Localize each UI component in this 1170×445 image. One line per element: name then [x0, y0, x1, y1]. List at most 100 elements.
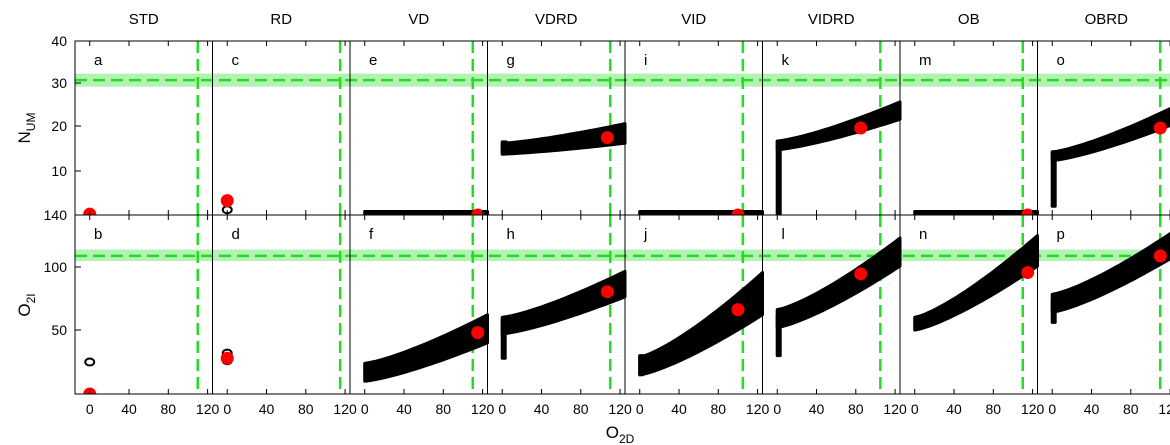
x-tick-label: 40: [671, 401, 687, 417]
panel-m: [913, 41, 1039, 215]
panel-row-frame: [74, 214, 1170, 395]
point-cloud: [1050, 106, 1170, 163]
x-tick-label: 0: [361, 401, 369, 417]
x-tick-label: 120: [746, 401, 770, 417]
best-estimate-marker: [471, 326, 485, 340]
x-tick-label: 120: [1021, 401, 1045, 417]
best-estimate-marker: [731, 303, 745, 317]
x-tick-label: 120: [471, 401, 495, 417]
x-tick-label: 120: [196, 401, 220, 417]
panel-d: [220, 215, 342, 394]
y-tick-label: 50: [51, 322, 67, 338]
best-estimate-marker: [854, 121, 868, 135]
point-cloud: [500, 269, 627, 336]
y-axis-label-o_2i: O2I: [15, 293, 38, 316]
best-estimate-marker: [1153, 249, 1167, 263]
x-tick-label: 120: [1158, 401, 1170, 417]
panel-e: [363, 41, 489, 215]
panel-letter-d: d: [232, 226, 240, 243]
best-estimate-marker: [731, 208, 745, 215]
panel-letter-a: a: [94, 52, 103, 69]
panel-letter-p: p: [1057, 226, 1065, 243]
best-estimate-marker: [1153, 121, 1167, 135]
y-tick-label: 100: [44, 259, 68, 275]
panel-letter-h: h: [507, 226, 515, 243]
panel-letter-k: k: [782, 52, 790, 69]
panel-i: [638, 41, 764, 215]
panel-letter-o: o: [1057, 52, 1065, 69]
point-cloud: [1050, 300, 1057, 324]
point-cloud: [775, 139, 782, 215]
point-cloud: [1050, 231, 1170, 314]
x-tick-label: 0: [223, 401, 231, 417]
panel-letter-b: b: [94, 226, 102, 243]
point-cloud: [363, 313, 489, 383]
panel-p: [1050, 215, 1170, 394]
x-tick-label: 0: [498, 401, 506, 417]
column-title-std: STD: [129, 11, 159, 28]
best-estimate-marker: [471, 208, 485, 215]
column-title-rd: RD: [270, 11, 292, 28]
panel-k: [775, 41, 902, 215]
point-cloud: [500, 140, 508, 156]
panel-letter-f: f: [369, 226, 374, 243]
x-tick-label: 0: [911, 401, 919, 417]
x-tick-label: 0: [636, 401, 644, 417]
panel-letter-g: g: [507, 52, 515, 69]
best-estimate-marker: [220, 351, 234, 365]
point-cloud: [363, 210, 489, 215]
panel-g: [500, 41, 627, 215]
x-tick-label: 40: [121, 401, 137, 417]
panel-letter-c: c: [232, 52, 240, 69]
point-cloud: [1050, 150, 1057, 208]
panel-letter-m: m: [919, 52, 932, 69]
y-tick-label: 40: [51, 33, 67, 49]
x-tick-label: 40: [809, 401, 825, 417]
x-tick-label: 80: [848, 401, 864, 417]
y-tick-label: 30: [51, 75, 67, 91]
panel-letter-e: e: [369, 52, 377, 69]
panel-l: [775, 215, 902, 394]
best-estimate-marker: [1021, 208, 1035, 215]
x-tick-label: 40: [946, 401, 962, 417]
panel-h: [500, 215, 627, 394]
best-estimate-marker: [854, 267, 868, 281]
x-tick-label: 120: [883, 401, 907, 417]
point-cloud: [500, 318, 507, 360]
panel-n: [913, 215, 1039, 394]
sample-ring-marker: [84, 357, 96, 367]
column-title-ob: OB: [958, 11, 980, 28]
x-tick-label: 40: [534, 401, 550, 417]
panel-grid: a c e g i k m o 40 30 20 10 140 b d f h j l n p 100 50: [44, 33, 1170, 395]
point-cloud: [913, 210, 1039, 215]
x-tick-label: 40: [259, 401, 275, 417]
x-tick-label: 0: [86, 401, 94, 417]
x-axis-label: O2D: [606, 423, 635, 445]
y-tick-label: 20: [51, 118, 67, 134]
best-estimate-marker: [220, 194, 234, 208]
panel-row-n_um: a c e g i k m o 40 30 20 10 140: [44, 33, 1170, 223]
panel-letter-j: j: [643, 226, 647, 243]
x-tick-label: 40: [396, 401, 412, 417]
panel-j: [638, 215, 764, 394]
y-axis-label-n_um: NUM: [15, 113, 38, 144]
x-tick-label: 0: [773, 401, 781, 417]
point-cloud: [775, 313, 782, 358]
panel-letter-n: n: [919, 226, 927, 243]
panel-row-o_2i: b d f h j l n p 100 50: [44, 214, 1170, 395]
best-estimate-marker: [1021, 266, 1035, 280]
column-title-vdrd: VDRD: [535, 11, 578, 28]
point-cloud: [638, 354, 645, 377]
column-title-vidrd: VIDRD: [808, 11, 855, 28]
panel-f: [363, 215, 489, 394]
x-tick-label: 120: [333, 401, 357, 417]
x-tick-label: 80: [436, 401, 452, 417]
x-tick-label: 80: [711, 401, 727, 417]
row-axis-labels: NUM O2I: [15, 113, 38, 317]
x-tick-label: 0: [1048, 401, 1056, 417]
x-tick-label: 120: [608, 401, 632, 417]
panel-letter-l: l: [782, 226, 785, 243]
panel-o: [1050, 41, 1170, 215]
best-estimate-marker: [600, 285, 614, 299]
